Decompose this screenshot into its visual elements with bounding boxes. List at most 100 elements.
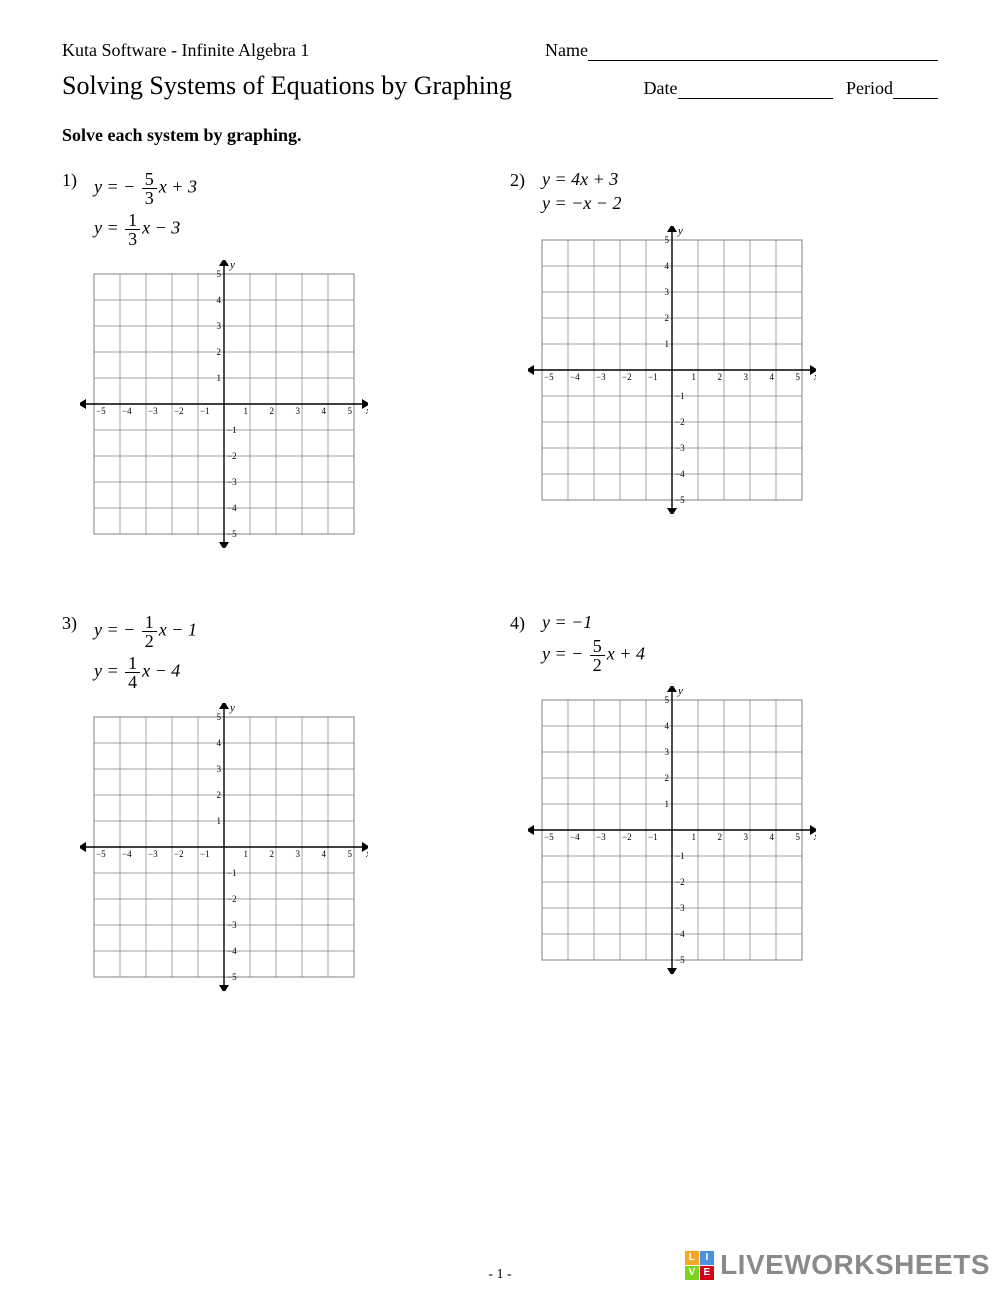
problems-container: 1)y = − 53x + 3y = 13x − 3−5−4−3−2−11234… <box>62 170 938 996</box>
svg-text:5: 5 <box>796 372 801 382</box>
svg-text:2: 2 <box>718 372 723 382</box>
svg-text:−2: −2 <box>622 372 632 382</box>
svg-text:−5: −5 <box>227 972 237 982</box>
svg-text:−3: −3 <box>675 443 685 453</box>
svg-text:−1: −1 <box>227 425 237 435</box>
svg-text:−1: −1 <box>648 832 658 842</box>
problem-number: 4) <box>510 613 534 634</box>
equation: y = 14x − 4 <box>94 654 197 691</box>
svg-text:x: x <box>365 405 368 417</box>
svg-text:1: 1 <box>692 372 697 382</box>
svg-text:5: 5 <box>217 269 222 279</box>
svg-text:−5: −5 <box>675 495 685 505</box>
svg-text:−3: −3 <box>148 849 158 859</box>
svg-text:4: 4 <box>770 832 775 842</box>
svg-text:2: 2 <box>665 773 670 783</box>
svg-text:−4: −4 <box>227 946 237 956</box>
svg-text:3: 3 <box>296 849 301 859</box>
svg-text:2: 2 <box>217 790 222 800</box>
equation: y = 4x + 3 <box>542 170 621 190</box>
svg-text:5: 5 <box>665 695 670 705</box>
svg-text:3: 3 <box>217 764 222 774</box>
svg-text:−1: −1 <box>227 868 237 878</box>
equation: y = − 12x − 1 <box>94 613 197 650</box>
equation-block: y = 4x + 3 y = −x − 2 <box>542 170 621 218</box>
svg-text:x: x <box>813 371 816 383</box>
svg-text:3: 3 <box>296 406 301 416</box>
svg-text:4: 4 <box>322 406 327 416</box>
equation-block: y = −1 y = − 52x + 4 <box>542 613 645 678</box>
svg-text:3: 3 <box>665 287 670 297</box>
header-line: Kuta Software - Infinite Algebra 1 Name <box>62 40 938 61</box>
svg-text:5: 5 <box>217 712 222 722</box>
equation: y = 13x − 3 <box>94 211 197 248</box>
svg-text:−2: −2 <box>174 406 184 416</box>
svg-text:1: 1 <box>244 406 249 416</box>
svg-text:−3: −3 <box>596 372 606 382</box>
svg-text:−4: −4 <box>122 849 132 859</box>
svg-text:−2: −2 <box>227 451 237 461</box>
coordinate-grid: −5−4−3−2−11234512345−1−2−3−4−5xy <box>528 226 816 514</box>
svg-text:x: x <box>813 831 816 843</box>
coordinate-grid: −5−4−3−2−11234512345−1−2−3−4−5xy <box>528 686 816 974</box>
svg-text:−4: −4 <box>227 503 237 513</box>
date-period: Date Period <box>644 78 938 99</box>
svg-text:3: 3 <box>665 747 670 757</box>
liveworksheets-watermark: LIVE LIVEWORKSHEETS <box>685 1249 990 1281</box>
problem: 2)y = 4x + 3y = −x − 2−5−4−3−2−112345123… <box>510 170 938 553</box>
svg-text:−5: −5 <box>227 529 237 539</box>
watermark-text: LIVEWORKSHEETS <box>720 1249 990 1281</box>
svg-text:−1: −1 <box>200 849 210 859</box>
coordinate-grid: −5−4−3−2−11234512345−1−2−3−4−5xy <box>80 260 368 548</box>
svg-text:−1: −1 <box>648 372 658 382</box>
grid-wrap: −5−4−3−2−11234512345−1−2−3−4−5xy <box>80 703 490 996</box>
svg-text:4: 4 <box>665 261 670 271</box>
svg-text:−3: −3 <box>227 920 237 930</box>
svg-text:−5: −5 <box>544 372 554 382</box>
worksheet-page: Kuta Software - Infinite Algebra 1 Name … <box>0 0 1000 996</box>
equation: y = −x − 2 <box>542 194 621 214</box>
date-blank-line[interactable] <box>678 98 833 99</box>
svg-text:5: 5 <box>348 849 353 859</box>
svg-text:2: 2 <box>270 849 275 859</box>
period-blank-line[interactable] <box>893 98 938 99</box>
problem: 1)y = − 53x + 3y = 13x − 3−5−4−3−2−11234… <box>62 170 490 553</box>
svg-text:3: 3 <box>744 372 749 382</box>
svg-text:4: 4 <box>322 849 327 859</box>
svg-text:−4: −4 <box>122 406 132 416</box>
svg-text:1: 1 <box>217 373 222 383</box>
svg-text:−2: −2 <box>622 832 632 842</box>
svg-text:2: 2 <box>718 832 723 842</box>
software-label: Kuta Software - Infinite Algebra 1 <box>62 40 309 61</box>
svg-text:1: 1 <box>244 849 249 859</box>
name-field: Name <box>545 40 938 61</box>
equation: y = − 53x + 3 <box>94 170 197 207</box>
name-blank-line[interactable] <box>588 60 938 61</box>
svg-text:−2: −2 <box>675 417 685 427</box>
svg-text:3: 3 <box>217 321 222 331</box>
svg-text:y: y <box>677 226 683 237</box>
equation-block: y = − 12x − 1 y = 14x − 4 <box>94 613 197 695</box>
svg-text:−1: −1 <box>675 391 685 401</box>
svg-text:x: x <box>365 848 368 860</box>
svg-text:4: 4 <box>770 372 775 382</box>
svg-text:2: 2 <box>270 406 275 416</box>
svg-text:−3: −3 <box>675 903 685 913</box>
worksheet-title: Solving Systems of Equations by Graphing <box>62 71 512 101</box>
svg-text:4: 4 <box>217 295 222 305</box>
equation: y = −1 <box>542 613 645 633</box>
svg-text:4: 4 <box>665 721 670 731</box>
grid-wrap: −5−4−3−2−11234512345−1−2−3−4−5xy <box>80 260 490 553</box>
svg-text:−4: −4 <box>675 929 685 939</box>
equation: y = − 52x + 4 <box>542 637 645 674</box>
svg-text:4: 4 <box>217 738 222 748</box>
svg-text:−3: −3 <box>227 477 237 487</box>
svg-text:−4: −4 <box>570 832 580 842</box>
svg-text:−5: −5 <box>96 406 106 416</box>
svg-text:1: 1 <box>665 339 670 349</box>
svg-text:2: 2 <box>665 313 670 323</box>
equation-block: y = − 53x + 3 y = 13x − 3 <box>94 170 197 252</box>
live-badge-icon: LIVE <box>685 1251 714 1280</box>
svg-text:−5: −5 <box>544 832 554 842</box>
svg-text:−4: −4 <box>570 372 580 382</box>
